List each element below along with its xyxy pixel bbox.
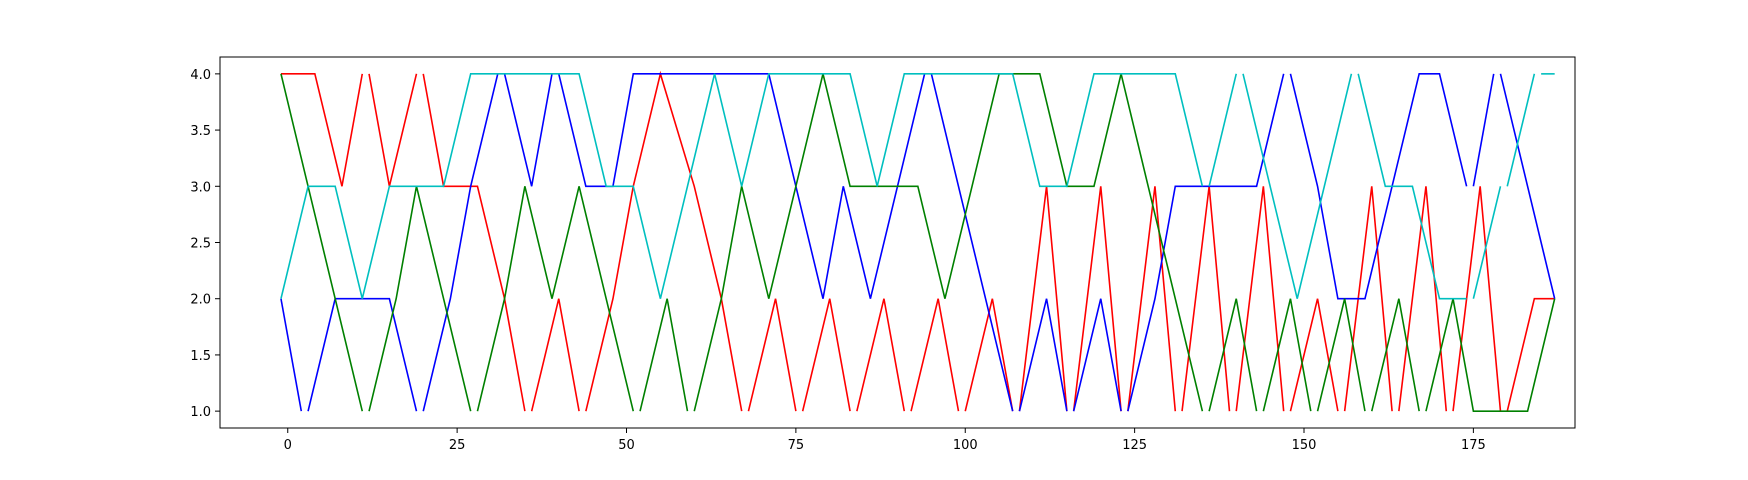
x-tick-label: 25 <box>449 438 466 453</box>
series-2-segment-4 <box>503 73 553 187</box>
x-axis: 0 25 50 75 100 125 150 175 <box>284 428 1486 453</box>
series-1-segment-19 <box>1398 186 1448 412</box>
series-2-segment-8 <box>1072 298 1122 412</box>
y-axis: 1.0 1.5 2.0 2.5 3.0 3.5 4.0 <box>190 68 220 420</box>
series-1-segment-4 <box>422 73 526 412</box>
series-3-segment-8 <box>1316 298 1366 412</box>
series-3-segment-7 <box>1262 298 1312 412</box>
series-1-segment-14 <box>1127 186 1177 412</box>
series-3-segment-9 <box>1370 298 1420 412</box>
x-tick-label: 75 <box>788 438 805 453</box>
series-3-segment-6 <box>1208 298 1258 412</box>
y-tick-label: 2.5 <box>190 237 211 252</box>
series-1-segment-18 <box>1343 186 1393 412</box>
series-4-segment-3 <box>1242 73 1353 299</box>
series-2-segment-3 <box>422 73 499 412</box>
series-4-segment-2 <box>1208 73 1238 187</box>
series-3-segment-10 <box>1425 298 1556 412</box>
series-2-segment-6 <box>930 73 1014 412</box>
y-tick-label: 2.0 <box>190 293 211 308</box>
series-1-segment-13 <box>1072 186 1122 412</box>
series-2-segment-7 <box>1018 298 1068 412</box>
series-4-segment-6 <box>1506 73 1536 187</box>
series-4-segment-1 <box>280 73 1204 299</box>
y-tick-label: 3.0 <box>190 180 211 195</box>
y-tick-label: 1.5 <box>190 349 211 364</box>
series-1-segment-21 <box>1506 297 1555 412</box>
x-tick-label: 100 <box>953 438 978 453</box>
y-tick-label: 1.0 <box>190 405 211 420</box>
series-layer <box>280 70 1556 412</box>
series-1-segment-10 <box>910 298 960 412</box>
series-4 <box>280 73 1555 300</box>
series-2-segment-1 <box>280 298 303 412</box>
y-tick-label: 4.0 <box>190 68 211 83</box>
series-1-segment-20 <box>1452 186 1502 412</box>
series-2 <box>280 73 1556 412</box>
series-1-segment-1 <box>280 73 343 187</box>
series-3-segment-3 <box>476 186 635 412</box>
series-1-segment-5 <box>530 298 580 412</box>
series-1-segment-2 <box>341 73 364 187</box>
x-tick-label: 175 <box>1461 438 1486 453</box>
series-1-segment-9 <box>856 298 906 412</box>
series-1-segment-17 <box>1289 298 1339 412</box>
x-tick-label: 50 <box>618 438 635 453</box>
x-tick-label: 125 <box>1122 438 1147 453</box>
series-3-segment-1 <box>280 73 364 412</box>
series-1-segment-7 <box>747 298 797 412</box>
x-tick-label: 0 <box>284 438 292 453</box>
series-2-segment-12 <box>1499 73 1556 299</box>
series-3 <box>280 73 1556 412</box>
series-3-segment-4 <box>639 298 689 412</box>
x-tick-label: 150 <box>1292 438 1317 453</box>
series-4-segment-5 <box>1472 186 1502 299</box>
y-tick-label: 3.5 <box>190 124 211 139</box>
series-2-segment-9 <box>1127 73 1285 412</box>
series-2-segment-11 <box>1472 73 1495 187</box>
series-4-segment-4 <box>1357 73 1467 300</box>
series-1-segment-11 <box>964 298 1014 412</box>
series-1-segment-16 <box>1235 186 1285 412</box>
series-1-segment-8 <box>801 298 851 412</box>
series-2-segment-10 <box>1289 73 1468 300</box>
series-3-segment-5 <box>693 73 1204 412</box>
